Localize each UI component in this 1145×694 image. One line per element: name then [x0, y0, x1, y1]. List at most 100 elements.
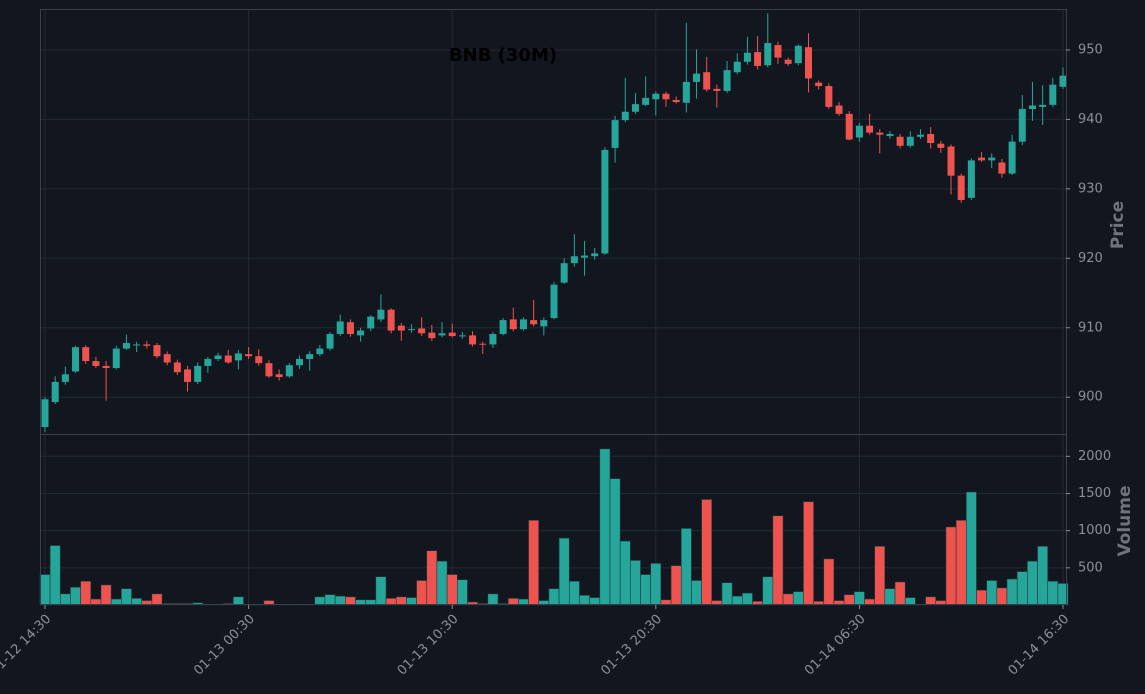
- candle-body: [611, 120, 619, 148]
- candle-body: [214, 355, 222, 359]
- volume-bar: [721, 582, 733, 606]
- candle-body: [346, 322, 354, 334]
- candle-body: [397, 325, 405, 331]
- candle-body: [1049, 84, 1057, 105]
- candle-body: [357, 330, 365, 336]
- candle-body: [957, 175, 965, 200]
- candle-body: [1018, 109, 1026, 142]
- volume-bar: [965, 491, 977, 606]
- candle-body: [316, 348, 324, 355]
- candle-body: [1059, 75, 1067, 87]
- candle-body: [499, 320, 507, 334]
- volume-bar: [619, 540, 631, 606]
- candle-body: [784, 59, 792, 64]
- candle-body: [733, 61, 741, 73]
- candle-body: [234, 353, 242, 361]
- volume-bar: [49, 545, 61, 606]
- candle-body: [642, 97, 650, 105]
- candle-body: [906, 136, 914, 146]
- candle-body: [998, 162, 1006, 174]
- candle-body: [61, 374, 69, 382]
- candle-body: [469, 335, 477, 345]
- candle-body: [672, 99, 680, 103]
- volume-bar: [904, 597, 916, 606]
- volume-bar: [670, 565, 682, 606]
- candle-body: [682, 81, 690, 103]
- candle-body: [560, 263, 568, 283]
- volume-tick-label: 1500: [1078, 486, 1111, 501]
- candle-body: [377, 309, 385, 320]
- volume-bar: [314, 596, 326, 606]
- volume-bar: [701, 499, 713, 606]
- candle-body: [92, 361, 100, 366]
- volume-bar: [1047, 580, 1059, 606]
- candle-body: [255, 356, 263, 364]
- volume-bar: [416, 580, 428, 606]
- candle-body: [570, 256, 578, 264]
- candle-body: [275, 374, 283, 378]
- candle-body: [153, 345, 161, 357]
- volume-bar: [446, 574, 458, 606]
- candle-body: [855, 125, 863, 138]
- candle-body: [876, 132, 884, 135]
- candle-body: [723, 70, 731, 91]
- candle-body: [937, 143, 945, 148]
- candle-body: [112, 348, 120, 369]
- volume-bar: [1016, 571, 1028, 606]
- candle-body: [387, 309, 395, 331]
- candle-body: [122, 343, 130, 349]
- candle-body: [418, 328, 426, 334]
- candle-body: [245, 354, 253, 357]
- candle-body: [601, 149, 609, 254]
- volume-bar: [945, 526, 957, 606]
- volume-tick-label: 1000: [1078, 523, 1111, 538]
- volume-bar: [762, 576, 774, 606]
- candle-body: [184, 369, 192, 382]
- candle-body: [1039, 104, 1047, 107]
- candle-body: [407, 329, 415, 331]
- candle-body: [296, 359, 303, 366]
- chart-title: BNB (30M): [449, 45, 557, 66]
- volume-bar: [426, 550, 438, 606]
- volume-bar: [345, 596, 356, 606]
- candle-body: [1028, 105, 1036, 109]
- candle-body: [1008, 141, 1016, 174]
- volume-bar: [233, 596, 244, 606]
- volume-bar: [1037, 545, 1049, 606]
- volume-bar: [986, 580, 998, 606]
- volume-tick-label: 500: [1078, 560, 1103, 575]
- volume-bar: [579, 595, 590, 606]
- volume-bar: [548, 588, 560, 606]
- candle-body: [428, 332, 436, 339]
- y-tick-label: 940: [1078, 112, 1103, 127]
- volume-bar: [80, 580, 92, 606]
- volume-bar: [334, 595, 346, 606]
- volume-axis-label: Volume: [1115, 485, 1135, 556]
- volume-bar: [406, 597, 417, 606]
- candle-body: [458, 335, 466, 337]
- candle-body: [479, 343, 487, 345]
- volume-bar: [395, 596, 407, 606]
- volume-bar: [955, 519, 967, 606]
- volume-bar: [691, 580, 702, 606]
- candle-body: [133, 344, 141, 346]
- volume-bar: [589, 597, 601, 606]
- candle-body: [896, 136, 904, 146]
- candle-body: [581, 255, 589, 258]
- grid-layer: [40, 9, 1066, 605]
- y-tick-label: 930: [1078, 181, 1103, 196]
- volume-bar: [976, 589, 987, 606]
- candle-body: [72, 347, 80, 372]
- candle-body: [224, 355, 232, 363]
- volume-bar: [854, 591, 865, 606]
- candle-body: [662, 93, 670, 100]
- volume-bar: [599, 448, 611, 606]
- volume-bar: [650, 563, 662, 606]
- candle-body: [916, 134, 924, 137]
- candle-body: [448, 332, 456, 337]
- candle-body: [805, 47, 812, 79]
- candle-body: [143, 344, 151, 346]
- candle-body: [621, 111, 629, 121]
- volume-bar: [680, 528, 692, 606]
